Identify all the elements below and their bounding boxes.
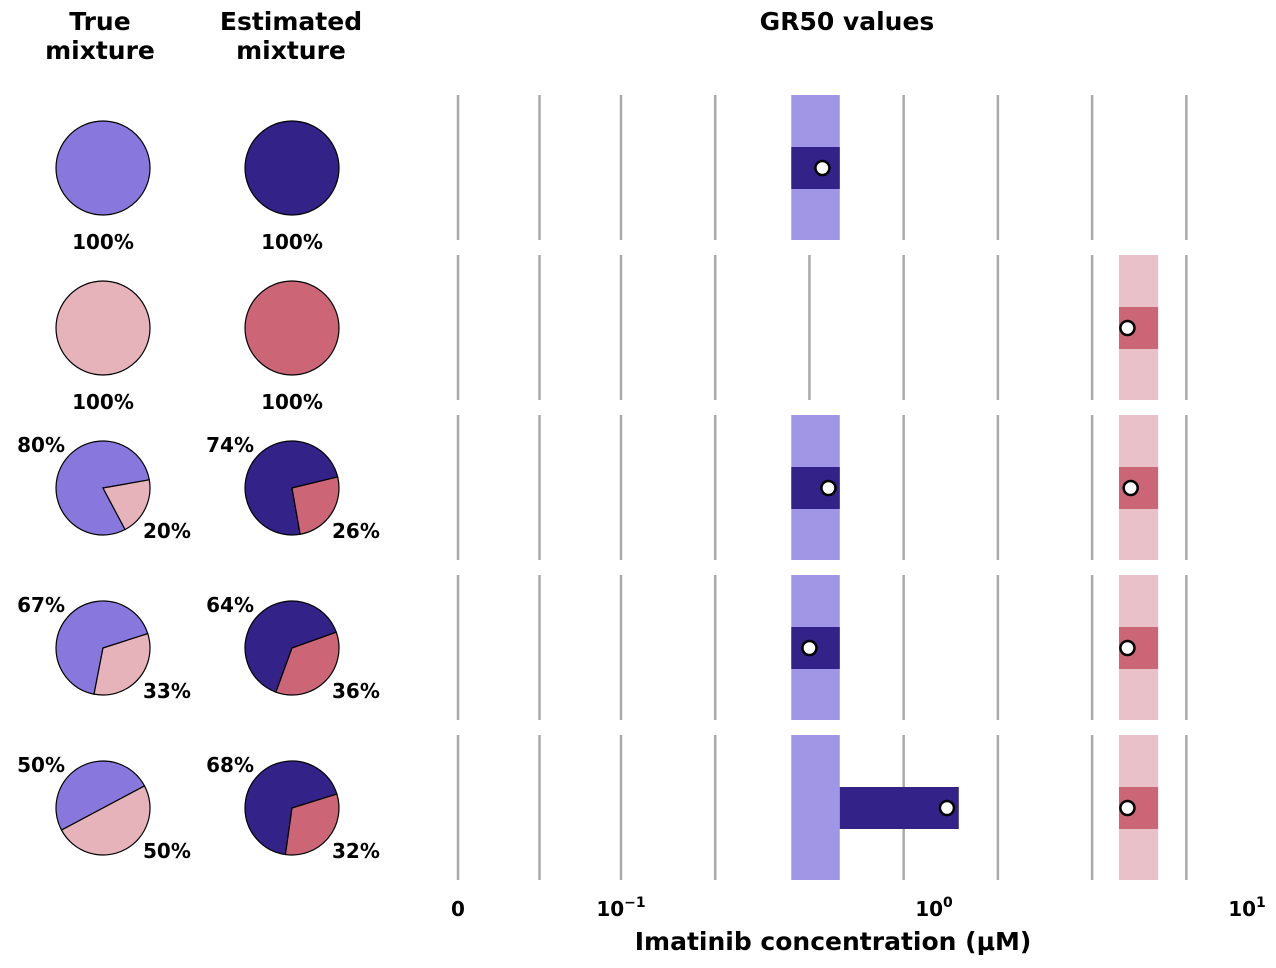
row-4: 67% 33% 64% 36% bbox=[17, 575, 1188, 720]
true-row3-pie-label-red: 20% bbox=[143, 519, 191, 543]
true-row5-pie-label-blue: 50% bbox=[17, 753, 65, 777]
blue-gr50-point-row4 bbox=[801, 639, 818, 657]
true-row3-pie-slice-red bbox=[102, 479, 151, 531]
true-row2-pie-label-red: 100% bbox=[72, 390, 134, 414]
true-row3-pie-label-blue: 80% bbox=[17, 433, 65, 457]
estimated-row5-pie-label-blue: 68% bbox=[206, 753, 254, 777]
estimated-row1-pie-slice-blue bbox=[244, 120, 340, 216]
chart-rows: 100% 100% 100% 100% 80% 20% 74% 26% 67% 33% 64% 36%… bbox=[17, 95, 1188, 880]
estimated-row3-pie-slice-blue bbox=[244, 440, 339, 536]
true-row5-pie-label-red: 50% bbox=[143, 839, 191, 863]
row-1: 100% 100% bbox=[55, 95, 1188, 254]
estimated-row3-pie-label-red: 26% bbox=[332, 519, 380, 543]
estimated-row5-pie-slice-red bbox=[284, 793, 340, 856]
estimated-row4-pie-slice-blue bbox=[244, 600, 338, 693]
red-gr50-point-row2 bbox=[1119, 319, 1136, 337]
true-row1-pie-label-blue: 100% bbox=[72, 230, 134, 254]
true-mixture-header-line2: mixture bbox=[45, 36, 155, 65]
estimated-row2-pie-slice-red bbox=[244, 280, 340, 376]
estimated-mixture-header-line2: mixture bbox=[236, 36, 346, 65]
blue-gr50-point-row1 bbox=[814, 159, 831, 177]
blue-population-band-row5 bbox=[791, 735, 840, 880]
estimated-row2-pie-label-red: 100% bbox=[261, 390, 323, 414]
true-row5-pie-slice-blue bbox=[55, 760, 146, 831]
row-2: 100% 100% bbox=[55, 255, 1188, 414]
true-row4-pie-slice-blue bbox=[55, 600, 149, 695]
estimated-mixture-header-line1: Estimated bbox=[220, 7, 362, 36]
true-row4-pie-label-blue: 67% bbox=[17, 593, 65, 617]
x-axis: 0 10−1 100 101 bbox=[451, 895, 1266, 921]
estimated-row5-pie-slice-blue bbox=[244, 760, 338, 856]
x-tick-label-3: 101 bbox=[1228, 895, 1266, 921]
red-gr50-point-row4 bbox=[1119, 639, 1136, 657]
true-row4-pie-label-red: 33% bbox=[143, 679, 191, 703]
row-3: 80% 20% 74% 26% bbox=[17, 415, 1188, 560]
estimated-row4-pie-slice-red bbox=[275, 631, 340, 696]
red-gr50-point-row5 bbox=[1119, 799, 1136, 817]
red-gr50-point-row3 bbox=[1122, 479, 1139, 497]
x-tick-label-1: 10−1 bbox=[596, 895, 645, 921]
row-5: 50% 50% 68% 32% bbox=[17, 735, 1188, 880]
estimated-row3-pie-slice-red bbox=[291, 476, 340, 535]
estimated-row1-pie-label-blue: 100% bbox=[261, 230, 323, 254]
estimated-row4-pie-label-blue: 64% bbox=[206, 593, 254, 617]
gr50-title: GR50 values bbox=[760, 7, 935, 36]
blue-gr50-point-row5 bbox=[938, 799, 956, 817]
true-row2-pie-slice-red bbox=[55, 280, 151, 376]
x-axis-label: Imatinib concentration (μM) bbox=[635, 927, 1032, 956]
estimated-row5-pie-label-red: 32% bbox=[332, 839, 380, 863]
true-mixture-header-line1: True bbox=[69, 7, 130, 36]
true-row4-pie-slice-red bbox=[93, 632, 151, 696]
true-row5-pie-slice-red bbox=[60, 785, 151, 856]
blue-gr50-point-row3 bbox=[820, 479, 837, 497]
estimated-row3-pie-label-blue: 74% bbox=[206, 433, 254, 457]
x-tick-label-0: 0 bbox=[451, 897, 465, 921]
estimated-row4-pie-label-red: 36% bbox=[332, 679, 380, 703]
true-row1-pie-slice-blue bbox=[55, 120, 151, 216]
x-tick-label-2: 100 bbox=[915, 895, 953, 921]
